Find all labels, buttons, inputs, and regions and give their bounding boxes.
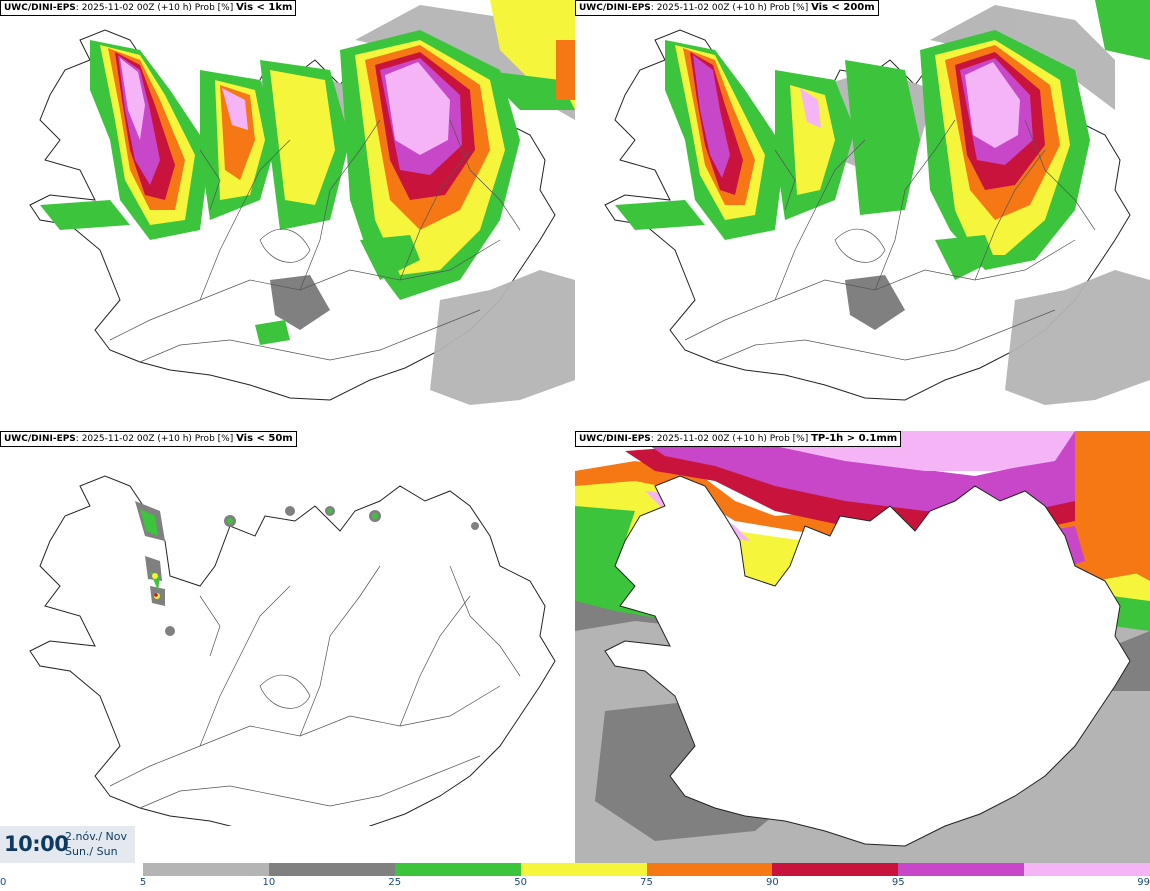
legend-tick-label: 5	[139, 877, 147, 888]
valid-time-box: 10:00 2.nóv./ Nov Sun./ Sun	[0, 826, 135, 863]
map-panel-vis-200m: UWC/DINI-EPS: 2025-11-02 00Z (+10 h) Pro…	[575, 0, 1150, 430]
legend-tick-label: 50	[514, 877, 527, 888]
legend-bin-90-95	[772, 863, 899, 876]
legend-bin-10-25	[268, 863, 395, 876]
legend-bin-99-100	[1024, 863, 1150, 876]
legend-tick-label: 95	[891, 877, 905, 888]
legend-tick-label: 0	[0, 877, 7, 888]
legend-bin-25-50	[394, 863, 521, 876]
legend-bin-50-75	[520, 863, 647, 876]
legend-tick-label: 25	[388, 877, 402, 888]
panel-title: UWC/DINI-EPS: 2025-11-02 00Z (+10 h) Pro…	[0, 0, 297, 16]
map-panel-vis-50m: UWC/DINI-EPS: 2025-11-02 00Z (+10 h) Pro…	[0, 431, 575, 826]
panel-title: UWC/DINI-EPS: 2025-11-02 00Z (+10 h) Pro…	[575, 431, 902, 447]
legend-bin-5-10	[143, 863, 269, 876]
legend-tick-label: 75	[640, 877, 653, 888]
map-canvas	[29, 475, 556, 826]
legend-tick-label: 90	[766, 877, 779, 888]
color-legend-ticks: 0 5 10 25 50 75 90 95 99	[0, 876, 1150, 891]
map-panel-precip: UWC/DINI-EPS: 2025-11-02 00Z (+10 h) Pro…	[575, 431, 1150, 863]
map-canvas	[29, 0, 575, 405]
valid-time: 10:00	[4, 832, 69, 856]
map-canvas	[604, 0, 1150, 405]
valid-date: 2.nóv./ Nov	[65, 830, 128, 843]
panel-title: UWC/DINI-EPS: 2025-11-02 00Z (+10 h) Pro…	[0, 431, 297, 447]
legend-bin-95-99	[898, 863, 1025, 876]
legend-bin-75-90	[646, 863, 773, 876]
legend-tick-label: 10	[262, 877, 276, 888]
map-canvas	[575, 431, 1150, 863]
color-legend-bar	[143, 863, 1150, 876]
panel-title: UWC/DINI-EPS: 2025-11-02 00Z (+10 h) Pro…	[575, 0, 879, 16]
legend-tick-label: 99	[1137, 877, 1150, 888]
map-panel-vis-1km: UWC/DINI-EPS: 2025-11-02 00Z (+10 h) Pro…	[0, 0, 575, 430]
valid-weekday: Sun./ Sun	[65, 845, 118, 858]
